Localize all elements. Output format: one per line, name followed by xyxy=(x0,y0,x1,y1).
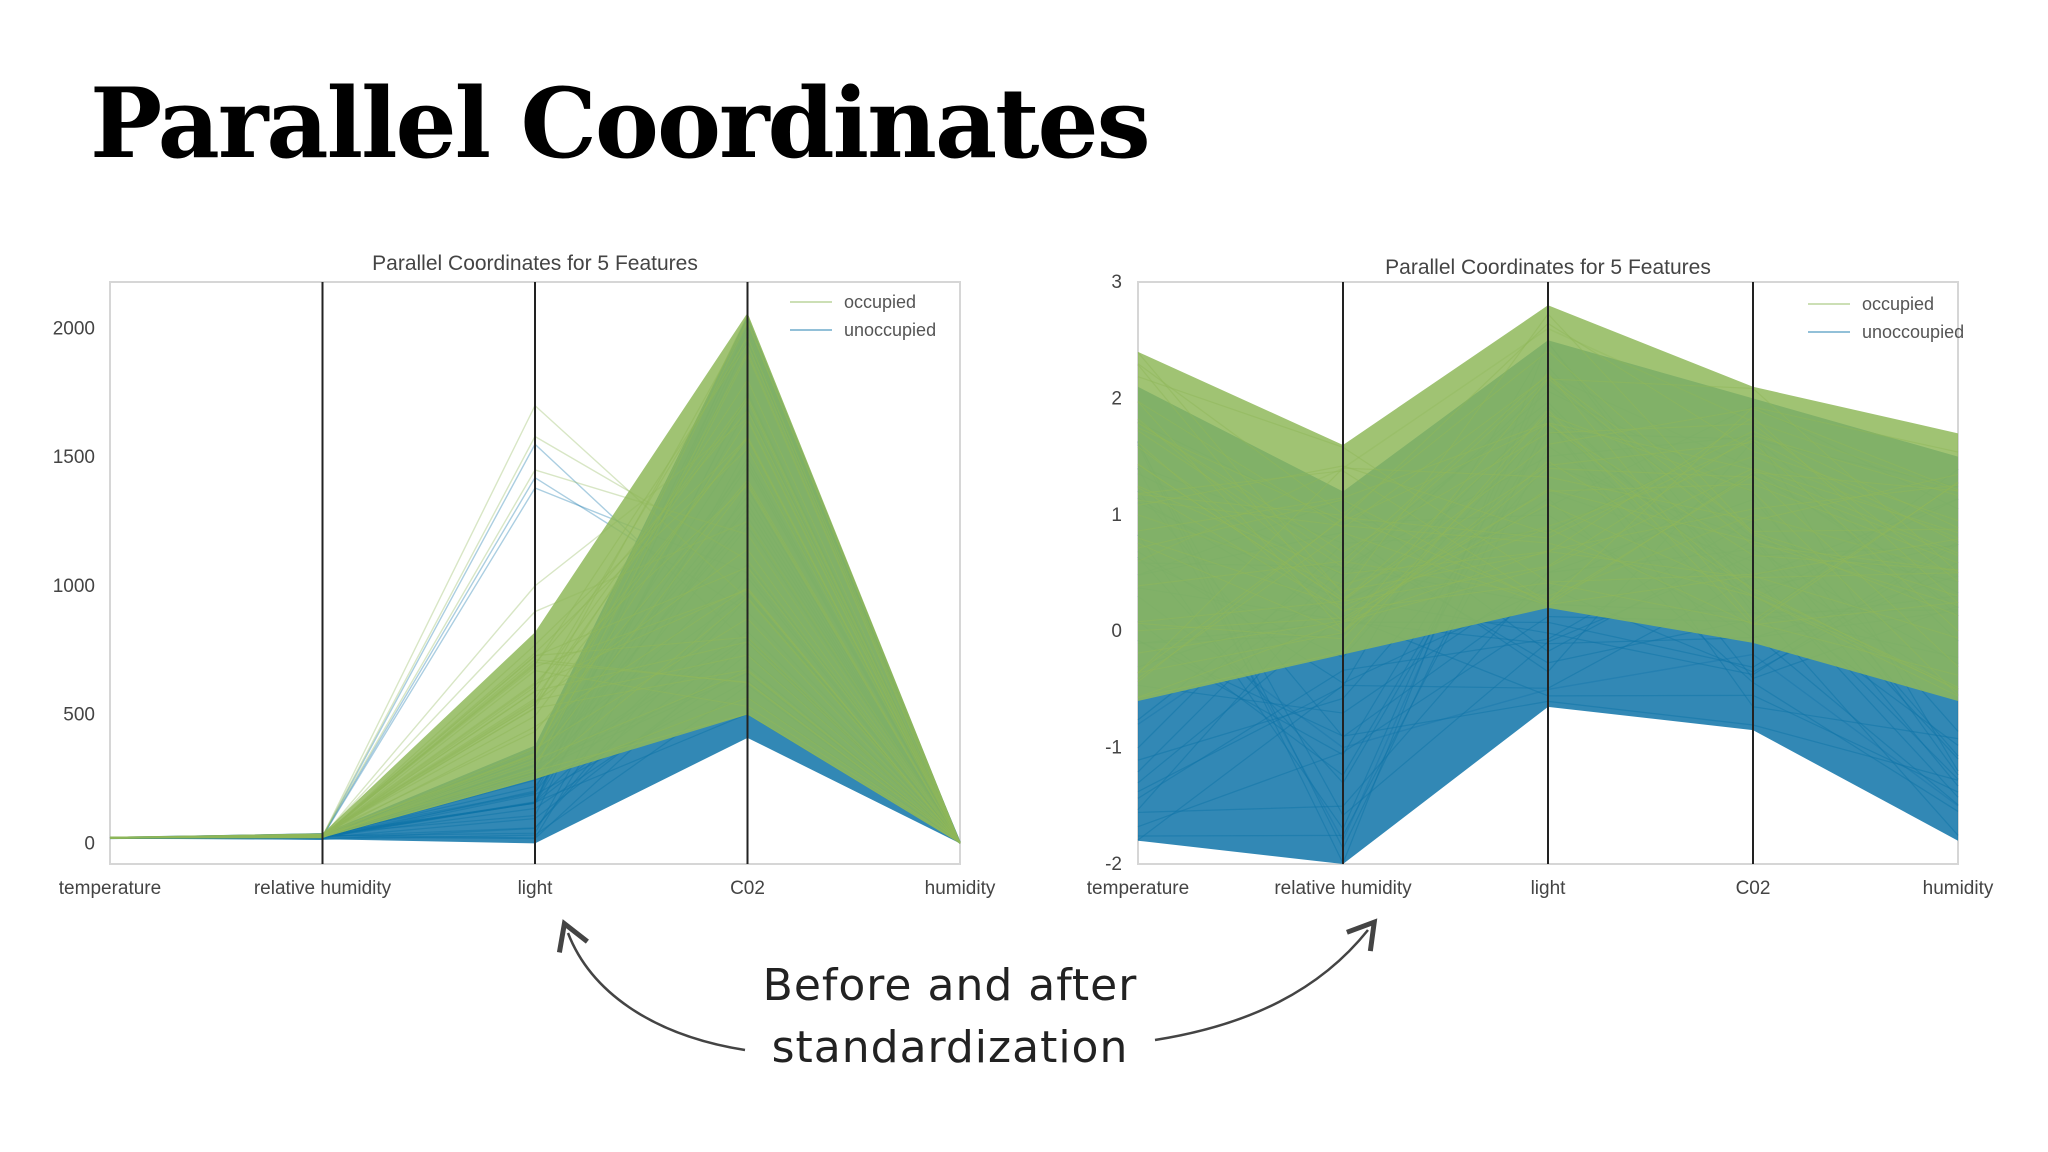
legend: occupied unoccoupied xyxy=(1808,294,1964,342)
annotation-line-2: standardization xyxy=(771,1022,1129,1073)
legend-label: unoccupied xyxy=(844,320,936,340)
chart-after-standardization: Parallel Coordinates for 5 Features -2 -1 0… xyxy=(1080,240,2040,920)
parallel-coordinates-chart-raw: Parallel Coordinates for 5 Features 0 500 1… xyxy=(53,252,996,899)
y-tick-label: 500 xyxy=(63,705,95,726)
axis-label: light xyxy=(518,878,554,899)
y-tick-label: 2 xyxy=(1111,388,1122,409)
parallel-coordinates-chart-standardized: Parallel Coordinates for 5 Features -2 -1 0… xyxy=(1087,256,1994,899)
axis-label: C02 xyxy=(730,878,765,899)
chart-title: Parallel Coordinates for 5 Features xyxy=(1385,256,1711,279)
annotation-text: Before and after standardization xyxy=(690,955,1210,1079)
y-tick-label: -2 xyxy=(1105,854,1122,875)
y-tick-label: 2000 xyxy=(53,318,95,339)
y-tick-label: 3 xyxy=(1111,272,1122,293)
chart-title: Parallel Coordinates for 5 Features xyxy=(372,252,698,275)
slide-title: Parallel Coordinates xyxy=(90,67,1151,180)
axis-label: light xyxy=(1531,878,1567,899)
axis-label: relative humidity xyxy=(1274,878,1412,899)
axis-label: humidity xyxy=(925,878,996,899)
y-tick-label: 0 xyxy=(1111,621,1122,642)
annotation-line-1: Before and after xyxy=(762,960,1138,1011)
y-tick-label: 0 xyxy=(84,833,95,854)
y-tick-label: 1 xyxy=(1111,505,1122,526)
y-tick-label: 1000 xyxy=(53,576,95,597)
legend-label: unoccoupied xyxy=(1862,322,1964,342)
legend: occupied unoccupied xyxy=(790,292,936,340)
axis-label: temperature xyxy=(59,878,161,899)
axis-label: humidity xyxy=(1923,878,1994,899)
chart-before-standardization: Parallel Coordinates for 5 Features 0 500 1… xyxy=(40,240,1020,920)
legend-label: occupied xyxy=(844,292,916,312)
legend-label: occupied xyxy=(1862,294,1934,314)
y-tick-label: 1500 xyxy=(53,447,95,468)
axis-label: C02 xyxy=(1736,878,1771,899)
axis-label: relative humidity xyxy=(254,878,392,899)
axis-label: temperature xyxy=(1087,878,1189,899)
y-tick-label: -1 xyxy=(1105,738,1122,759)
